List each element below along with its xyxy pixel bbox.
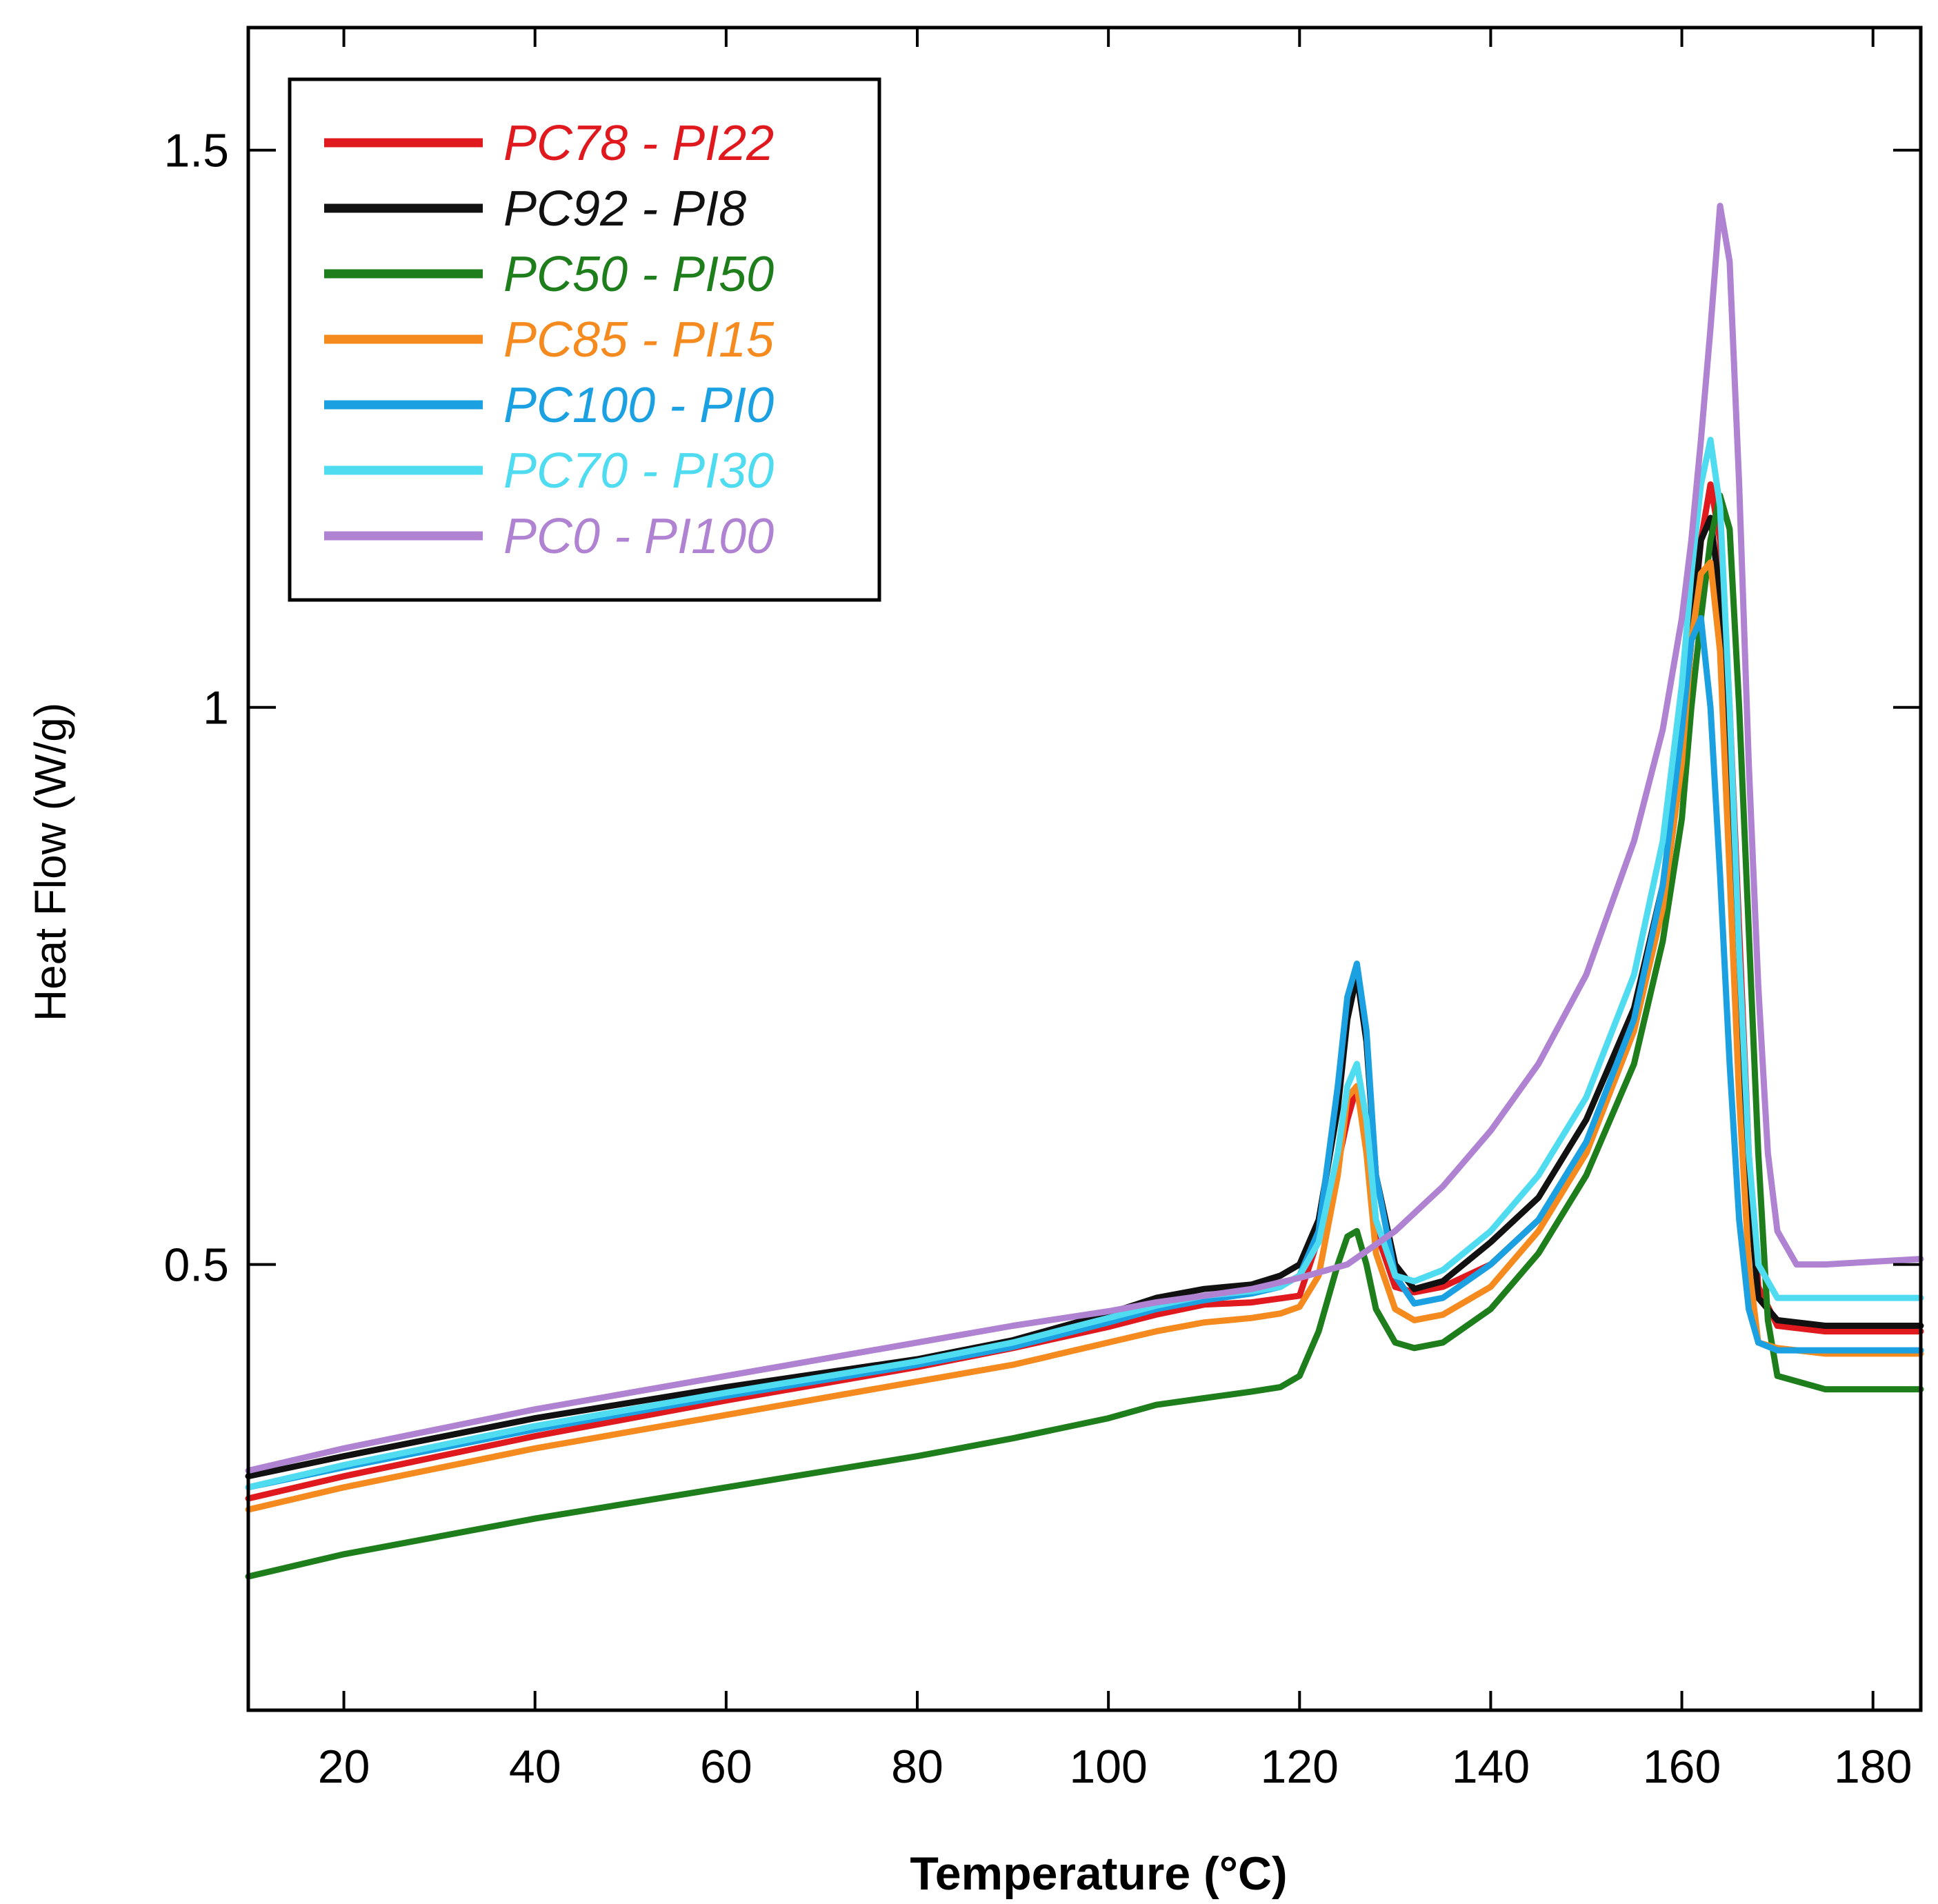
y-tick-label: 1.5 xyxy=(163,125,229,177)
legend-label: PC92 - PI8 xyxy=(503,181,746,237)
x-axis-title: Temperature (°C) xyxy=(910,1847,1287,1900)
x-tick-label: 100 xyxy=(1069,1741,1147,1793)
x-tick-label: 140 xyxy=(1452,1741,1530,1793)
legend-label: PC100 - PI0 xyxy=(503,378,774,433)
x-tick-label: 80 xyxy=(891,1741,943,1793)
legend-label: PC70 - PI30 xyxy=(503,443,774,499)
legend: PC78 - PI22 PC92 - PI8 PC50 - PI50 PC85 - P… xyxy=(288,77,881,602)
x-tick-label: 60 xyxy=(700,1741,752,1793)
x-tick-label: 160 xyxy=(1643,1741,1721,1793)
x-tick-label: 20 xyxy=(318,1741,370,1793)
series-layer xyxy=(245,203,1924,1580)
legend-label: PC50 - PI50 xyxy=(503,247,774,302)
x-tick-label: 180 xyxy=(1834,1741,1912,1793)
series-line-7 xyxy=(245,203,1924,1474)
legend-label: PC85 - PI15 xyxy=(503,312,775,368)
legend-label: PC0 - PI100 xyxy=(503,509,774,564)
plot-frame xyxy=(246,26,1923,1712)
y-tick-label: 0.5 xyxy=(163,1239,229,1292)
y-tick-label: 1 xyxy=(203,682,229,734)
ticks-layer: 20 40 60 80 100 120 140 160 180 0.5 1 1.5 xyxy=(163,28,1921,1793)
y-axis-title: Heat Flow (W/g) xyxy=(26,703,75,1021)
series-line-6 xyxy=(245,437,1924,1491)
series-line-4 xyxy=(245,559,1924,1513)
x-tick-label: 40 xyxy=(509,1741,561,1793)
legend-entries: PC78 - PI22 PC92 - PI8 PC50 - PI50 PC85 - P… xyxy=(324,116,775,564)
x-tick-label: 120 xyxy=(1261,1741,1339,1793)
series-line-3 xyxy=(245,492,1924,1580)
series-line-5 xyxy=(245,614,1924,1491)
legend-label: PC78 - PI22 xyxy=(503,116,774,171)
